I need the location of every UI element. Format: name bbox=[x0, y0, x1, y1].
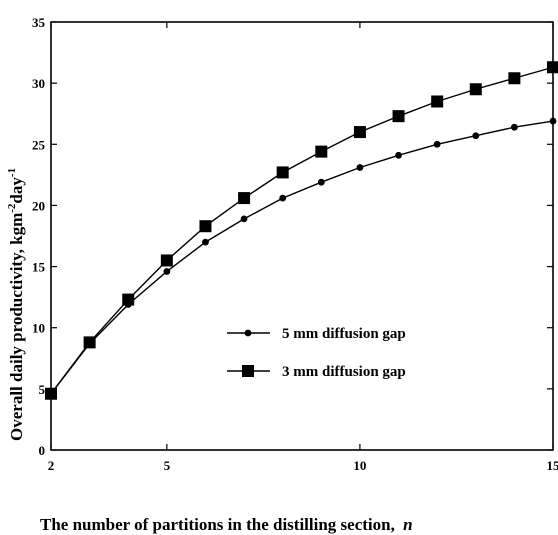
data-point-5mm bbox=[163, 268, 171, 275]
data-point-3mm bbox=[353, 126, 366, 139]
data-point-3mm bbox=[315, 145, 328, 158]
x-axis-title: The number of partitions in the distilli… bbox=[40, 515, 413, 534]
data-point-3mm bbox=[508, 72, 521, 85]
legend-marker-5mm bbox=[244, 329, 252, 337]
data-point-3mm bbox=[83, 336, 96, 349]
x-axis-title-text: The number of partitions in the distilli… bbox=[40, 515, 395, 534]
y-tick-label: 25 bbox=[32, 137, 46, 152]
data-point-3mm bbox=[431, 95, 444, 108]
y-axis-title: Overall daily productivity, kgm-2day-1 bbox=[6, 168, 26, 441]
y-axis-ticks: 0 5 10 15 20 25 30 35 bbox=[32, 15, 553, 458]
plot-frame bbox=[50, 21, 554, 451]
y-axis-title-day: day bbox=[7, 177, 26, 204]
y-tick-label: 20 bbox=[32, 198, 45, 213]
y-axis-title-exp1: -2 bbox=[6, 203, 18, 213]
data-point-5mm bbox=[433, 140, 441, 148]
y-tick-label: 0 bbox=[39, 443, 46, 458]
y-tick-label: 5 bbox=[39, 382, 46, 397]
y-tick-label: 10 bbox=[32, 321, 45, 336]
legend-label-3mm: 3 mm diffusion gap bbox=[282, 364, 406, 380]
data-point-5mm bbox=[395, 151, 402, 159]
data-point-5mm bbox=[356, 164, 364, 171]
data-point-5mm bbox=[202, 238, 209, 246]
data-point-3mm bbox=[238, 192, 251, 205]
y-tick-label: 30 bbox=[32, 76, 45, 91]
x-tick-label: 5 bbox=[164, 458, 171, 473]
data-point-3mm bbox=[392, 110, 405, 123]
y-tick-label: 35 bbox=[32, 15, 46, 30]
data-point-5mm bbox=[240, 215, 248, 223]
data-point-5mm bbox=[472, 132, 480, 140]
y-tick-label: 15 bbox=[32, 260, 46, 275]
series-line-3mm bbox=[50, 66, 554, 395]
legend: 5 mm diffusion gap 3 mm diffusion gap bbox=[227, 326, 406, 380]
series-layer bbox=[45, 61, 558, 400]
x-tick-label: 15 bbox=[547, 458, 558, 473]
data-point-3mm bbox=[469, 83, 482, 96]
legend-label-5mm: 5 mm diffusion gap bbox=[282, 326, 406, 342]
x-tick-label: 10 bbox=[353, 458, 366, 473]
data-point-5mm bbox=[317, 178, 325, 186]
data-point-3mm bbox=[122, 293, 135, 306]
series-line-5mm bbox=[50, 120, 554, 395]
data-point-5mm bbox=[510, 123, 518, 131]
data-point-3mm bbox=[160, 254, 173, 267]
data-point-3mm bbox=[276, 166, 289, 179]
y-axis-title-exp2: -1 bbox=[6, 168, 18, 177]
x-tick-label: 2 bbox=[48, 458, 55, 473]
data-point-5mm bbox=[279, 194, 287, 202]
y-axis-title-main: Overall daily productivity, kgm bbox=[7, 213, 26, 441]
x-axis-title-variable: n bbox=[403, 515, 412, 534]
legend-marker-3mm bbox=[242, 365, 254, 377]
data-point-3mm bbox=[199, 220, 212, 233]
